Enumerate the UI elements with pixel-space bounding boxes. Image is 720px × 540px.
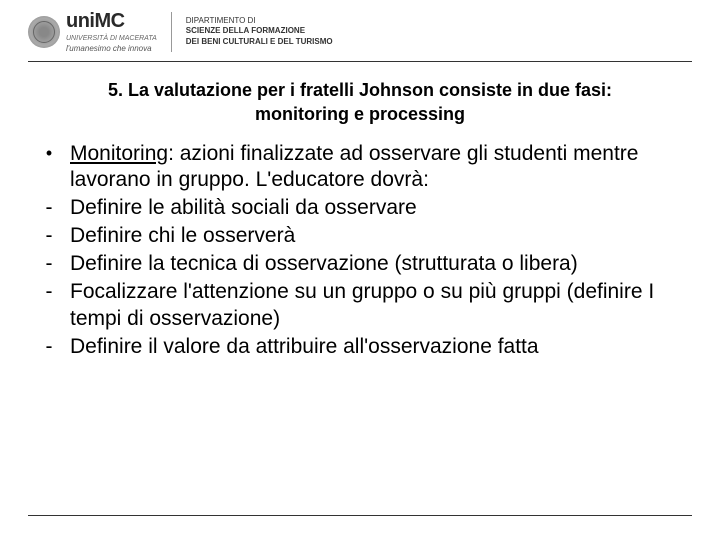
list-item-text: Monitoring: azioni finalizzate ad osserv… bbox=[70, 141, 692, 195]
logo-block: uniMC UNIVERSITÀ DI MACERATA l'umanesimo… bbox=[28, 10, 157, 53]
list-item: - Definire la tecnica di osservazione (s… bbox=[28, 251, 692, 278]
dash-marker: - bbox=[28, 334, 70, 361]
list-item: - Focalizzare l'attenzione su un gruppo … bbox=[28, 279, 692, 333]
dept-line-3: DEI BENI CULTURALI E DEL TURISMO bbox=[186, 37, 333, 47]
list-item-text: Definire chi le osserverà bbox=[70, 223, 692, 250]
bullet-marker: • bbox=[28, 141, 70, 195]
list-item-text: Focalizzare l'attenzione su un gruppo o … bbox=[70, 279, 692, 333]
tagline: l'umanesimo che innova bbox=[66, 44, 157, 53]
list-item-text: Definire il valore da attribuire all'oss… bbox=[70, 334, 692, 361]
list-item: - Definire chi le osserverà bbox=[28, 223, 692, 250]
bullet-list: • Monitoring: azioni finalizzate ad osse… bbox=[28, 141, 692, 361]
slide-header: uniMC UNIVERSITÀ DI MACERATA l'umanesimo… bbox=[0, 0, 720, 59]
list-item-text: Definire la tecnica di osservazione (str… bbox=[70, 251, 692, 278]
university-seal-icon bbox=[28, 16, 60, 48]
footer-rule bbox=[28, 515, 692, 516]
slide-content: • Monitoring: azioni finalizzate ad osse… bbox=[0, 141, 720, 361]
dash-marker: - bbox=[28, 279, 70, 333]
list-item: - Definire il valore da attribuire all'o… bbox=[28, 334, 692, 361]
list-item: - Definire le abilità sociali da osserva… bbox=[28, 195, 692, 222]
list-item-text: Definire le abilità sociali da osservare bbox=[70, 195, 692, 222]
brand-name: uniMC bbox=[66, 10, 157, 33]
dash-marker: - bbox=[28, 195, 70, 222]
brand-block: uniMC UNIVERSITÀ DI MACERATA l'umanesimo… bbox=[66, 10, 157, 53]
dept-line-2: SCIENZE DELLA FORMAZIONE bbox=[186, 26, 333, 36]
dash-marker: - bbox=[28, 251, 70, 278]
vertical-divider bbox=[171, 12, 172, 52]
dash-marker: - bbox=[28, 223, 70, 250]
dept-line-1: DIPARTIMENTO DI bbox=[186, 16, 333, 26]
underlined-term: Monitoring bbox=[70, 142, 168, 165]
department-block: DIPARTIMENTO DI SCIENZE DELLA FORMAZIONE… bbox=[186, 16, 333, 47]
university-name: UNIVERSITÀ DI MACERATA bbox=[66, 35, 157, 42]
list-item: • Monitoring: azioni finalizzate ad osse… bbox=[28, 141, 692, 195]
slide-title: 5. La valutazione per i fratelli Johnson… bbox=[0, 62, 720, 141]
